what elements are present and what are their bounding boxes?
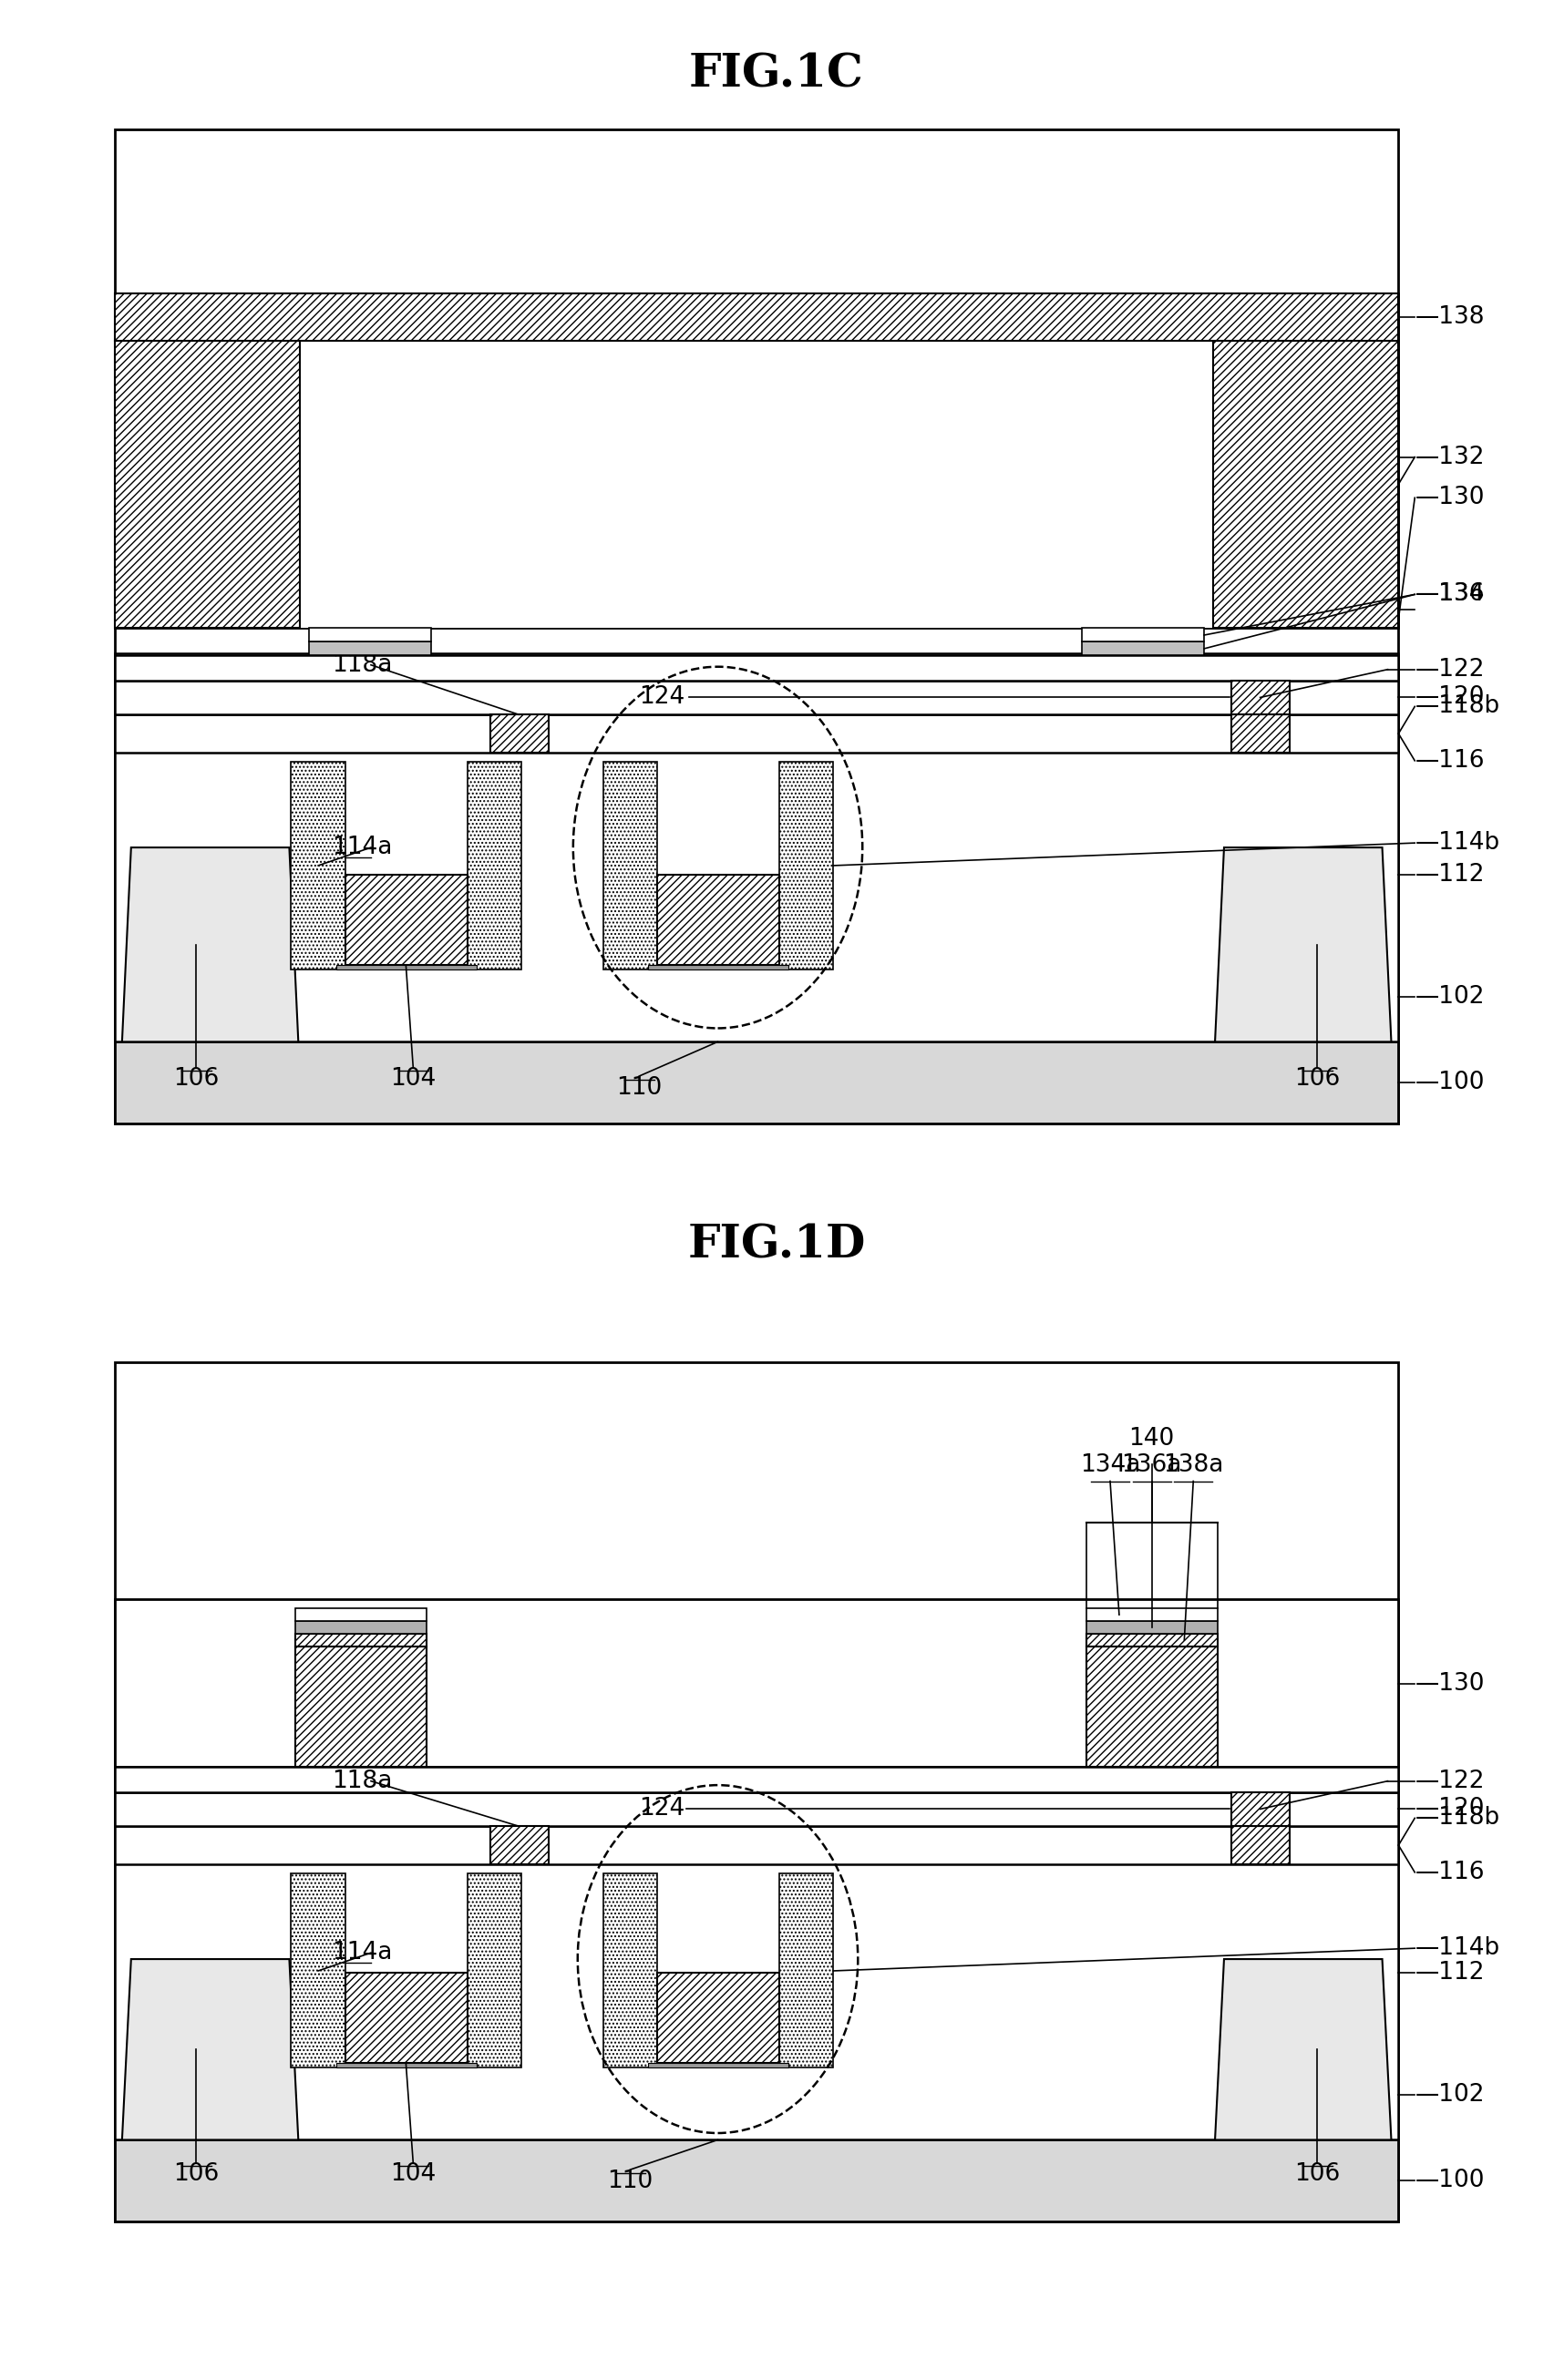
Bar <box>115 655 1399 681</box>
Bar <box>779 762 833 969</box>
Bar <box>345 1973 468 2063</box>
Bar <box>295 1609 427 1621</box>
Text: 138a: 138a <box>1162 1454 1223 1478</box>
Text: —102: —102 <box>1414 985 1484 1009</box>
Text: 114a: 114a <box>331 1942 392 1963</box>
Text: 134a: 134a <box>1080 1454 1141 1478</box>
Bar <box>115 293 1399 628</box>
Text: 110: 110 <box>617 1076 662 1100</box>
Bar <box>115 2140 1399 2221</box>
Text: —112: —112 <box>1414 862 1484 885</box>
Bar <box>291 762 345 969</box>
Bar <box>468 1873 522 2068</box>
Text: —116: —116 <box>1414 750 1484 774</box>
Bar <box>115 129 1399 1123</box>
Bar <box>295 1647 427 1766</box>
Bar <box>115 714 1399 752</box>
Text: 136a: 136a <box>1122 1454 1183 1478</box>
Polygon shape <box>123 1959 298 2140</box>
Bar <box>1086 1609 1218 1621</box>
Bar <box>657 1973 779 2063</box>
Bar <box>1082 628 1204 643</box>
Polygon shape <box>1215 847 1391 1042</box>
Text: —112: —112 <box>1414 1961 1484 1985</box>
Bar <box>603 1873 657 2068</box>
Text: —100: —100 <box>1414 1071 1484 1095</box>
Bar <box>1086 1633 1218 1647</box>
Bar <box>1086 1621 1218 1633</box>
Text: 118a: 118a <box>331 1768 392 1792</box>
Text: —122: —122 <box>1414 1768 1484 1792</box>
Bar <box>490 1825 549 1864</box>
Text: —120: —120 <box>1414 1797 1484 1821</box>
Bar <box>648 2063 788 2068</box>
Text: 106: 106 <box>174 2163 219 2187</box>
Text: 124: 124 <box>639 1797 685 1821</box>
Text: —102: —102 <box>1414 2082 1484 2106</box>
Bar <box>336 2063 477 2068</box>
Text: 118a: 118a <box>331 652 392 676</box>
Text: —122: —122 <box>1414 657 1484 681</box>
Text: 104: 104 <box>390 2163 437 2187</box>
Text: —138: —138 <box>1414 305 1484 328</box>
Bar <box>1231 681 1290 714</box>
Bar <box>657 873 779 964</box>
Bar <box>1086 1647 1218 1766</box>
Bar <box>1231 1825 1290 1864</box>
Bar <box>115 681 1399 714</box>
Text: —120: —120 <box>1414 685 1484 709</box>
Text: 110: 110 <box>608 2171 653 2194</box>
Bar <box>115 1766 1399 1792</box>
Bar <box>295 1621 427 1633</box>
Text: FIG.1C: FIG.1C <box>688 52 864 98</box>
Text: —118b: —118b <box>1414 1806 1500 1830</box>
Bar <box>345 873 468 964</box>
Text: 104: 104 <box>390 1066 437 1090</box>
Bar <box>115 1599 1399 1766</box>
Polygon shape <box>123 847 298 1042</box>
Bar <box>295 1633 427 1647</box>
Text: —118b: —118b <box>1414 695 1500 719</box>
Text: 106: 106 <box>174 1066 219 1090</box>
Bar <box>490 714 549 752</box>
Bar <box>1231 714 1290 752</box>
Bar <box>336 964 477 969</box>
Text: 106: 106 <box>1294 2163 1340 2187</box>
Bar <box>779 1873 833 2068</box>
Bar <box>603 762 657 969</box>
Bar <box>115 1783 1399 2140</box>
Bar <box>309 628 430 643</box>
Bar <box>115 1364 1399 2221</box>
Text: 114a: 114a <box>331 835 392 859</box>
Text: —116: —116 <box>1414 1861 1484 1885</box>
Text: —130: —130 <box>1414 1671 1484 1695</box>
Bar <box>1231 1792 1290 1825</box>
Bar <box>115 1825 1399 1864</box>
Text: —130: —130 <box>1414 486 1484 509</box>
Bar <box>115 1042 1399 1123</box>
Polygon shape <box>1215 1959 1391 2140</box>
Text: —136: —136 <box>1414 583 1484 607</box>
Text: —114b: —114b <box>1414 831 1500 854</box>
Bar <box>115 1792 1399 1825</box>
Text: —100: —100 <box>1414 2168 1484 2192</box>
Text: —134: —134 <box>1414 583 1484 607</box>
Bar <box>115 340 300 628</box>
Bar <box>468 762 522 969</box>
Bar <box>115 293 1399 340</box>
Bar <box>1082 643 1204 655</box>
Text: —132: —132 <box>1414 445 1484 469</box>
Bar <box>648 964 788 969</box>
Text: 106: 106 <box>1294 1066 1340 1090</box>
Bar <box>291 1873 345 2068</box>
Text: FIG.1D: FIG.1D <box>687 1223 866 1269</box>
Text: 140: 140 <box>1128 1426 1175 1449</box>
Bar <box>115 652 1399 1042</box>
Bar <box>1214 340 1399 628</box>
Text: —114b: —114b <box>1414 1937 1500 1961</box>
Bar <box>309 643 430 655</box>
Text: 124: 124 <box>639 685 685 709</box>
Bar <box>300 340 1214 628</box>
